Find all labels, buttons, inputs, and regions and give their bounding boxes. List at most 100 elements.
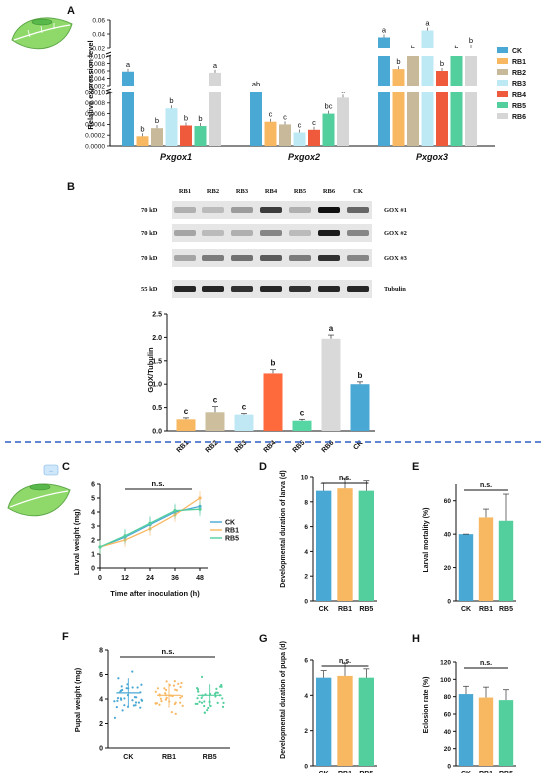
a-ytick-label: 0.010 (89, 53, 106, 60)
f-point (216, 701, 219, 704)
b-blot-band (174, 255, 196, 261)
f-point (133, 696, 137, 699)
b-blot-band (260, 230, 282, 236)
g-ytick-label: 0 (304, 764, 308, 771)
f-point (160, 700, 163, 703)
c-ytick-label: 0 (91, 566, 95, 573)
d-xtick-label: RB5 (359, 606, 373, 613)
f-point (117, 677, 120, 680)
b-blot-band (174, 286, 196, 292)
a-bars: aababcbbcbbcabcbbbcbaab (111, 19, 496, 146)
f-point (154, 690, 157, 693)
a-ytick-label: 0.004 (89, 76, 106, 83)
panel-e: E 0 20 40 60 CK RB1 RB5 n.s. Larval mortality (… (412, 461, 516, 613)
b-blot-band (260, 255, 282, 261)
g-ylabel: Developmental duration of pupa (d) (280, 641, 287, 759)
b-sig-letter: c (213, 396, 218, 405)
a-legend-swatch-rb3 (497, 80, 508, 86)
g-bar-chart: 0 2 4 6 CK RB1 RB5 n.s. (304, 658, 377, 773)
a-legend-swatch-rb6 (497, 113, 508, 119)
b-sig-letter: b (271, 359, 276, 368)
b-western-blots: 70 kD GOX #1 70 kD GOX #2 70 kD GOX #3 55 kD Tu… (141, 201, 408, 298)
a-bar-ck (250, 92, 262, 146)
f-point (115, 705, 118, 709)
a-break-gap (111, 48, 496, 56)
gene-label-pxgox1: Pxgox1 (160, 152, 192, 162)
b-bar-rb4 (263, 373, 283, 431)
a-legend-label: RB3 (512, 81, 526, 88)
c-ytick-label: 1 (91, 552, 95, 559)
f-point (213, 692, 217, 695)
f-point (222, 701, 225, 704)
b-bar-rb2 (205, 412, 225, 431)
c-ytick-label: 6 (91, 482, 95, 489)
f-point (180, 695, 184, 698)
f-point (165, 680, 168, 683)
b-blot-band (318, 286, 340, 292)
a-ylabel: Relative expression level (86, 40, 95, 129)
panel-label-c: C (62, 461, 70, 473)
panel-label-e: E (412, 461, 419, 473)
a-sig-letter: b (169, 96, 173, 105)
a-sig-letter: b (469, 36, 473, 45)
a-ytick-label: 0.04 (92, 31, 105, 38)
e-xtick-label: RB5 (499, 606, 513, 613)
a-bar-rb2 (407, 56, 419, 146)
b-sig-letter: a (329, 324, 334, 333)
b-ytick-label: 0.5 (152, 405, 162, 412)
b-blot-band (260, 207, 282, 213)
b-blot-band (231, 207, 253, 213)
a-sig-letter: b (396, 57, 400, 66)
b-blot-band (289, 207, 311, 213)
a-sig-letter: b (198, 114, 202, 123)
f-point (215, 687, 218, 690)
a-sig-letter: c (269, 110, 273, 119)
b-blot-band (231, 286, 253, 292)
b-blot-band (260, 286, 282, 292)
c-ytick-label: 3 (91, 524, 95, 531)
b-blot-band (289, 255, 311, 261)
f-point (200, 701, 204, 704)
b-blot-band (202, 255, 224, 261)
d-ns-label: n.s. (339, 475, 351, 482)
b-blot-band (202, 207, 224, 213)
c-xtick-label: 24 (146, 575, 154, 582)
c-ylabel: Larval weight (mg) (72, 508, 81, 575)
a-break-gap (111, 86, 496, 92)
d-ytick-label: 10 (301, 475, 309, 482)
a-legend-label: RB6 (512, 114, 526, 121)
f-point (172, 684, 176, 687)
leaf-illustration-bottom: ◦◦ (7, 464, 71, 517)
a-sig-letter: b (440, 59, 444, 68)
b-sig-letter: c (300, 408, 305, 417)
f-ylabel: Pupal weight (mg) (73, 667, 82, 732)
f-point (123, 697, 126, 700)
panel-label-h: H (412, 633, 420, 645)
f-point (170, 711, 173, 714)
f-point (175, 689, 179, 692)
b-bar-ck (350, 384, 370, 431)
b-blot-strip (172, 224, 372, 242)
a-ytick-label: 0.06 (92, 17, 105, 24)
f-xtick-label: RB1 (162, 754, 176, 761)
a-legend-swatch-rb2 (497, 69, 508, 75)
d-xtick-label: CK (319, 606, 329, 613)
g-ytick-label: 6 (304, 658, 308, 665)
e-bar-chart: 0 20 40 60 CK RB1 RB5 n.s. (444, 482, 516, 613)
c-xtick-label: 48 (196, 575, 204, 582)
h-ytick-label: 60 (444, 712, 452, 719)
b-blot-band (347, 255, 369, 261)
b-blot-band (347, 207, 369, 213)
f-point (194, 702, 197, 705)
f-point (200, 675, 204, 678)
panel-h: H 0 20 40 60 80 100 120 CK RB1 RB5 n.s. Eclosion r… (412, 633, 516, 773)
b-sig-letter: c (184, 407, 189, 416)
b-lane-label: CK (353, 188, 363, 195)
g-bar-rb1 (337, 675, 353, 766)
b-lane-label: RB5 (294, 188, 307, 195)
a-bar-rb4 (436, 71, 448, 146)
f-ns-label: n.s. (162, 647, 175, 656)
f-point (214, 695, 217, 698)
f-ytick-label: 0 (99, 746, 103, 753)
